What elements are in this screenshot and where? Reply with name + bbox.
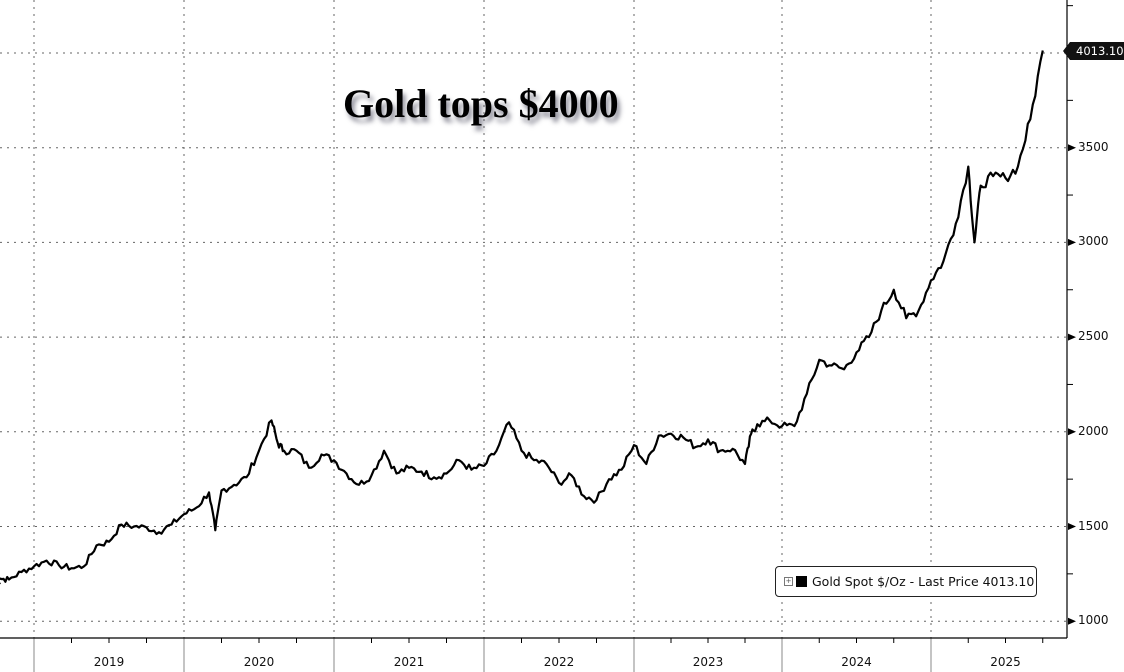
y-tick-label: 1500 — [1078, 518, 1109, 533]
y-tick-label: 2000 — [1078, 423, 1109, 438]
y-tick-label: 2500 — [1078, 329, 1109, 344]
y-tick-label: 3500 — [1078, 139, 1109, 154]
y-tick-label: 1000 — [1078, 613, 1109, 628]
x-tick-label: 2020 — [243, 655, 275, 669]
x-tick-label: 2025 — [990, 655, 1021, 669]
legend: + Gold Spot $/Oz - Last Price 4013.10 — [775, 566, 1037, 597]
x-axis-ticks — [71, 638, 1044, 643]
x-tick-label: 2019 — [93, 655, 125, 669]
series-swatch — [796, 576, 807, 587]
horizontal-gridlines — [0, 52, 1067, 622]
y-axis-ticks — [1067, 5, 1076, 625]
vertical-gridlines — [33, 0, 932, 672]
y-tick-label: 3000 — [1078, 234, 1109, 249]
x-tick-label: 2021 — [393, 655, 425, 669]
last-price-label: 4013.10 — [1063, 42, 1124, 60]
x-tick-label: 2024 — [841, 655, 872, 669]
x-tick-label: 2022 — [543, 655, 575, 669]
gold-price-line — [0, 50, 1044, 585]
x-tick-label: 2023 — [692, 655, 724, 669]
chart-title: Gold tops $4000 — [343, 81, 619, 126]
legend-label: Gold Spot $/Oz - Last Price 4013.10 — [812, 574, 1035, 589]
expand-icon[interactable]: + — [784, 577, 793, 586]
axes — [0, 0, 1068, 639]
